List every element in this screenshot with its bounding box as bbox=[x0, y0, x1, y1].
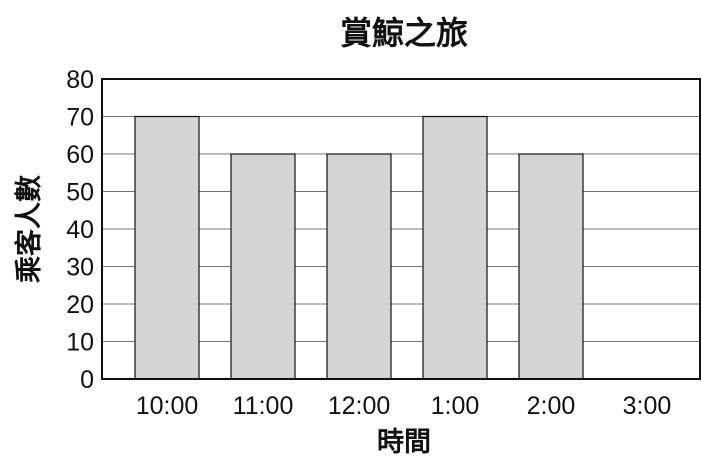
y-tick-label: 10 bbox=[66, 329, 94, 357]
y-tick-label: 40 bbox=[66, 216, 94, 244]
x-tick-label: 12:00 bbox=[328, 392, 391, 420]
x-tick-label: 2:00 bbox=[527, 392, 576, 420]
bar-100 bbox=[422, 115, 488, 380]
plot-frame bbox=[101, 78, 701, 380]
y-tick-label: 0 bbox=[80, 366, 94, 394]
x-tick-label: 3:00 bbox=[623, 392, 672, 420]
y-tick-labels: 0 10 20 30 40 50 60 70 80 bbox=[66, 66, 94, 394]
y-tick-label: 50 bbox=[66, 179, 94, 207]
y-tick-label: 70 bbox=[66, 104, 94, 132]
bars bbox=[134, 115, 584, 380]
bar-1100 bbox=[230, 153, 296, 380]
y-tick-label: 60 bbox=[66, 141, 94, 169]
y-tick-label: 80 bbox=[66, 66, 94, 94]
bar-1000 bbox=[134, 115, 200, 380]
chart-title: 賞鯨之旅 bbox=[340, 14, 468, 52]
x-tick-label: 11:00 bbox=[233, 392, 294, 420]
x-tick-label: 10:00 bbox=[136, 392, 199, 420]
gridlines bbox=[102, 116, 700, 342]
x-tick-labels: 10:00 11:00 12:00 1:00 2:00 3:00 bbox=[136, 392, 672, 420]
y-tick-label: 30 bbox=[66, 254, 94, 282]
x-tick-label: 1:00 bbox=[431, 392, 480, 420]
bar-200 bbox=[518, 153, 584, 380]
y-tick-label: 20 bbox=[66, 291, 94, 319]
bar-1200 bbox=[326, 153, 392, 380]
y-axis-label: 乘客人數 bbox=[13, 175, 45, 284]
x-axis-label: 時間 bbox=[377, 427, 431, 458]
